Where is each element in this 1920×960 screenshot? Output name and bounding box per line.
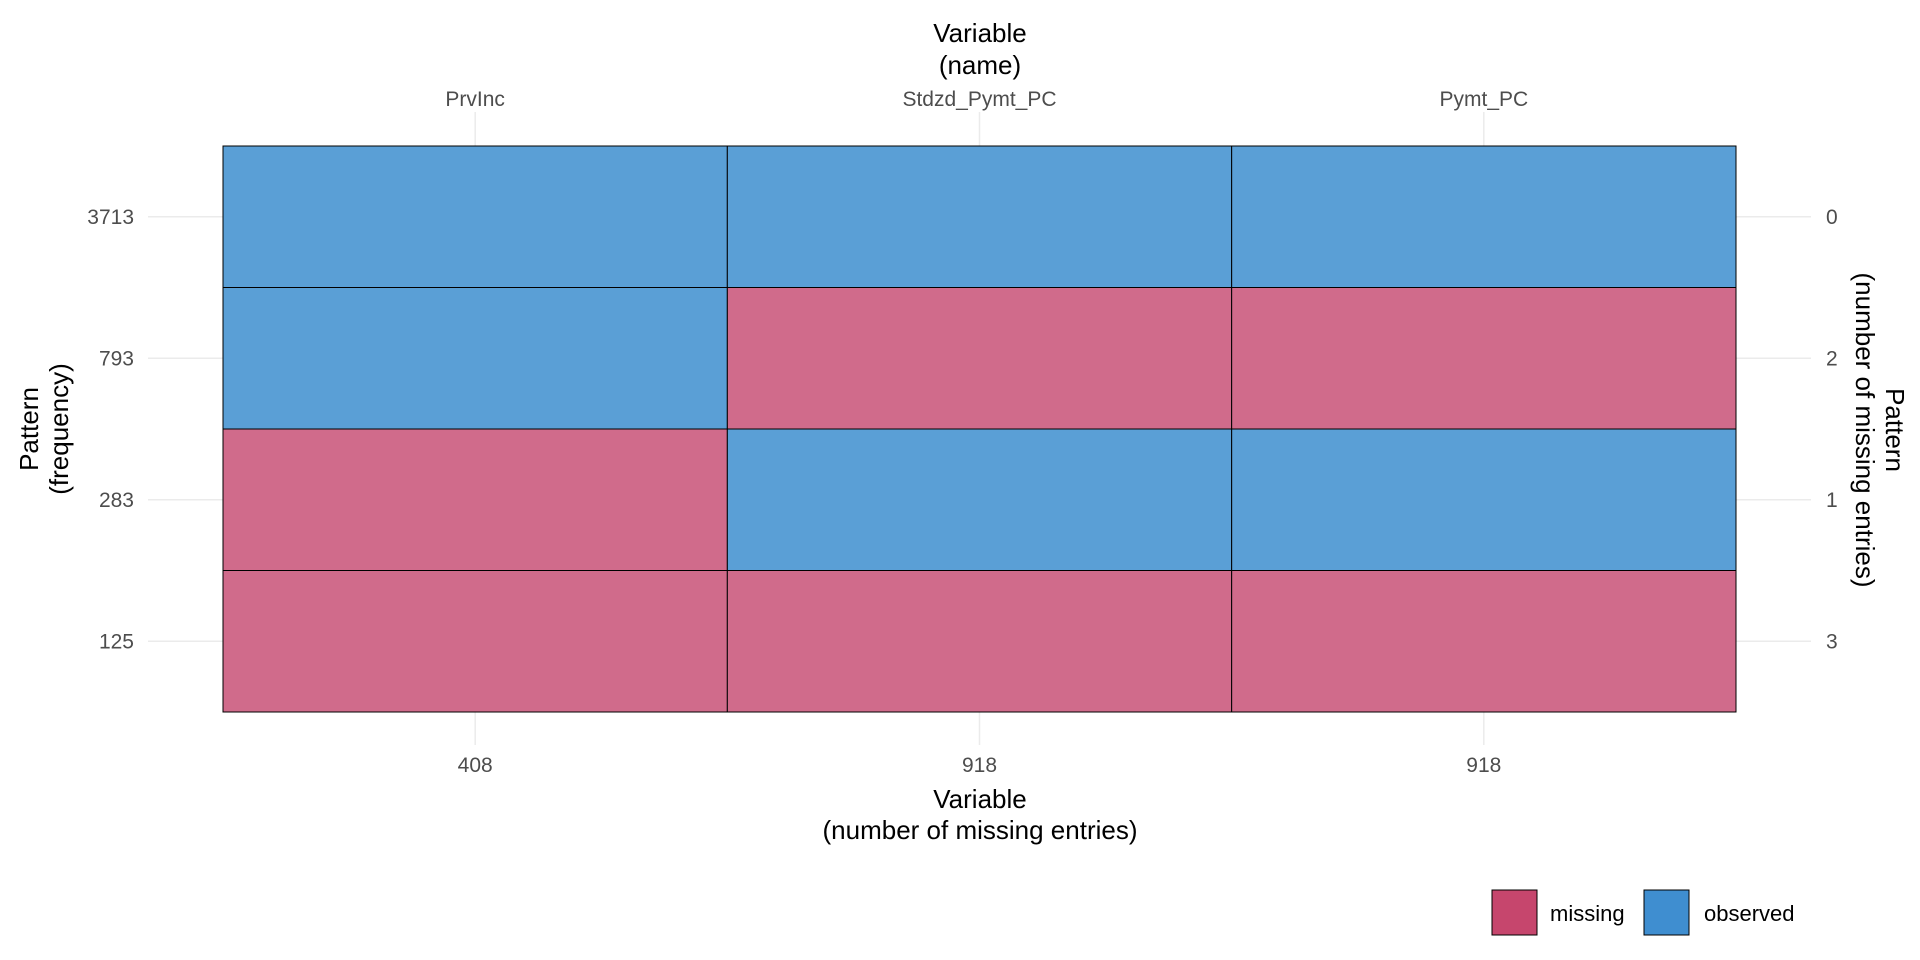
bottom-tick-label: 408: [458, 754, 493, 777]
right-tick-label: 2: [1826, 347, 1838, 370]
legend: missing observed: [1491, 889, 1795, 936]
legend-key-missing: [1491, 889, 1538, 936]
bottom-axis-subtitle: (number of missing entries): [823, 815, 1138, 845]
bottom-axis-title: Variable: [933, 784, 1026, 814]
top-tick-label: PrvInc: [445, 88, 505, 111]
pattern-cell-missing: [726, 570, 1233, 713]
pattern-cell-observed: [222, 287, 728, 430]
left-axis-title: Pattern: [14, 387, 44, 471]
pattern-cell-missing: [1231, 287, 1737, 430]
axis-titles: Variable(name)Variable(number of missing…: [14, 18, 1910, 845]
legend-key-observed: [1643, 889, 1690, 936]
pattern-cell-observed: [222, 145, 728, 288]
bottom-tick-label: 918: [1466, 754, 1501, 777]
legend-label-observed: observed: [1704, 901, 1795, 926]
left-tick-label: 283: [99, 489, 134, 512]
left-tick-label: 125: [99, 630, 134, 653]
left-tick-label: 793: [99, 347, 134, 370]
pattern-cell-observed: [1231, 428, 1737, 571]
pattern-cell-missing: [1231, 570, 1737, 713]
top-tick-label: Stdzd_Pymt_PC: [902, 88, 1056, 111]
pattern-cell-observed: [1231, 145, 1737, 288]
left-axis-subtitle: (frequency): [44, 363, 74, 495]
right-tick-label: 0: [1826, 206, 1838, 229]
pattern-cell-missing: [726, 287, 1233, 430]
top-axis-subtitle: (name): [939, 50, 1021, 80]
right-tick-label: 3: [1826, 630, 1838, 653]
right-axis-title: Pattern: [1880, 388, 1910, 472]
top-tick-label: Pymt_PC: [1439, 88, 1528, 111]
bottom-tick-label: 918: [962, 754, 997, 777]
top-axis-title: Variable: [933, 18, 1026, 48]
right-tick-label: 1: [1826, 489, 1838, 512]
pattern-cell-observed: [726, 145, 1233, 288]
pattern-cell-missing: [222, 570, 728, 713]
legend-label-missing: missing: [1550, 901, 1625, 926]
left-tick-label: 3713: [87, 206, 134, 229]
axis-ticks: PrvInc Stdzd_Pymt_PC Pymt_PC 408 918 918 3713 7…: [87, 88, 1837, 777]
pattern-cell-observed: [726, 428, 1233, 571]
pattern-cell-missing: [222, 428, 728, 571]
right-axis-subtitle: (number of missing entries): [1850, 273, 1880, 588]
pattern-cells: [222, 145, 1737, 713]
